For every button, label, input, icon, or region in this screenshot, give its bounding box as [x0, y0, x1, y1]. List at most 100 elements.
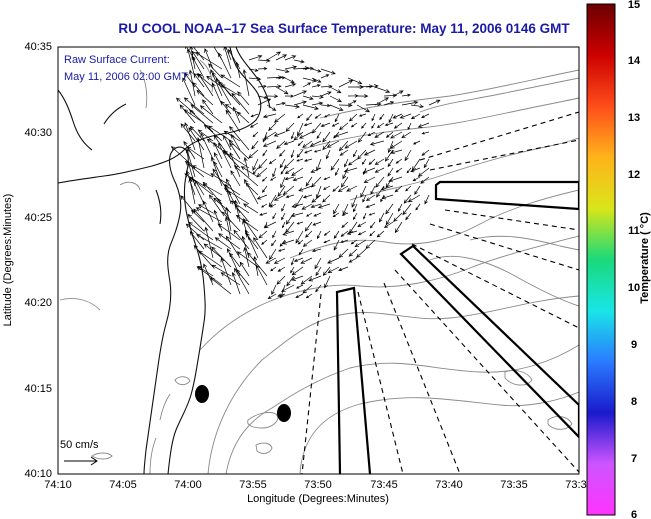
current-vector — [344, 158, 349, 168]
current-vector — [240, 166, 259, 178]
current-vector — [314, 113, 322, 119]
current-vector — [410, 167, 421, 173]
current-vector — [284, 167, 295, 175]
current-vector — [388, 113, 394, 124]
current-vector — [405, 212, 412, 221]
current-vector — [220, 74, 241, 88]
current-vector — [220, 257, 232, 286]
current-vector — [278, 248, 286, 252]
current-vector — [335, 167, 340, 176]
current-vector — [214, 237, 232, 250]
current-vector — [313, 149, 322, 153]
current-vector — [275, 86, 289, 95]
current-vector — [368, 158, 376, 165]
current-vector — [421, 131, 430, 135]
y-tick-label: 40:30 — [24, 127, 52, 139]
beam-outline — [399, 244, 579, 439]
current-vector — [330, 158, 340, 171]
current-vector — [376, 122, 385, 129]
current-vector — [262, 140, 277, 147]
current-vector — [231, 271, 241, 295]
current-vector — [191, 50, 205, 70]
current-vector — [243, 247, 250, 268]
current-vector — [284, 176, 295, 181]
current-vector — [263, 131, 277, 140]
current-vector — [266, 84, 282, 89]
current-vector — [333, 239, 340, 251]
x-tick-label: 73:45 — [370, 479, 398, 491]
current-vector — [230, 200, 250, 214]
current-vector — [383, 221, 394, 228]
current-vector — [253, 237, 268, 259]
current-vector — [320, 122, 331, 128]
current-vector — [358, 113, 367, 117]
current-vector — [248, 68, 259, 72]
beam-dashed-edge — [383, 282, 461, 474]
current-vector — [269, 248, 277, 261]
current-vector — [311, 94, 324, 99]
y-tick-label: 40:10 — [24, 468, 52, 480]
current-vector — [213, 152, 223, 169]
current-vector — [320, 84, 333, 89]
current-vector — [284, 65, 298, 70]
current-vector — [180, 195, 196, 214]
current-vector — [415, 203, 421, 211]
current-vector — [282, 185, 295, 196]
current-vector — [316, 131, 322, 139]
current-vector — [290, 257, 295, 266]
current-vector — [348, 113, 358, 122]
current-vector — [272, 230, 277, 239]
current-vector — [329, 95, 342, 103]
current-vector — [204, 226, 214, 259]
current-vector — [237, 91, 250, 106]
current-vector — [314, 257, 322, 270]
current-vector — [218, 81, 241, 106]
current-vector — [302, 194, 313, 199]
current-vector — [183, 140, 196, 160]
current-vector — [230, 133, 241, 151]
current-vector — [423, 158, 430, 169]
current-vector — [392, 113, 403, 119]
current-vector — [296, 149, 304, 158]
current-vector — [379, 113, 385, 121]
current-vector — [183, 97, 205, 115]
current-vector — [310, 167, 322, 173]
current-vector — [282, 230, 295, 236]
x-tick-label: 73:3 — [565, 479, 586, 491]
current-vector — [357, 149, 367, 160]
current-vector — [337, 185, 349, 193]
current-vector — [208, 194, 223, 214]
beam-outline — [335, 286, 372, 474]
current-vector — [302, 140, 313, 148]
current-vector — [323, 239, 331, 244]
current-vector — [327, 257, 340, 264]
current-vector — [303, 122, 313, 127]
current-vector — [414, 185, 421, 195]
current-vector — [203, 124, 223, 142]
current-vector — [410, 113, 421, 120]
current-vector — [284, 94, 295, 98]
current-vector — [291, 131, 295, 140]
current-vector — [261, 203, 268, 208]
current-vector — [223, 134, 232, 151]
current-vector — [293, 66, 310, 71]
current-vector — [291, 275, 304, 281]
current-vector — [188, 176, 214, 196]
current-vector — [196, 266, 223, 286]
current-vector — [367, 131, 376, 136]
current-vector — [306, 212, 313, 217]
current-vector — [242, 69, 250, 97]
current-vector — [348, 248, 358, 257]
current-vector — [279, 149, 286, 157]
current-vector — [198, 73, 214, 97]
current-vector — [186, 148, 196, 178]
current-vector — [295, 284, 304, 289]
current-vector — [290, 149, 295, 159]
current-vector — [393, 122, 403, 129]
current-vector — [233, 165, 259, 187]
colorbar-tick-label: 14 — [628, 55, 641, 67]
current-vector — [360, 185, 367, 198]
current-vector — [193, 245, 214, 268]
current-vector — [374, 158, 385, 165]
